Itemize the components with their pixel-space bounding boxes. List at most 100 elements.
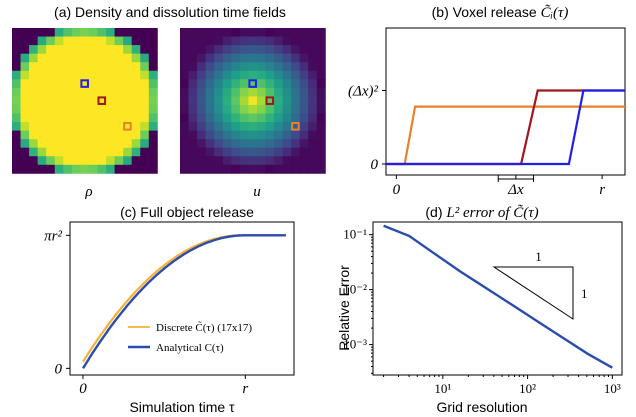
heatmap-cell (29, 130, 39, 140)
heatmap-cell (205, 147, 215, 157)
heatmap-cell (20, 53, 30, 63)
heatmap-cell (114, 130, 124, 140)
heatmap-cell (256, 36, 266, 46)
heatmap-cell (291, 87, 301, 97)
heatmap-cell (231, 62, 241, 72)
panel-a: (a) Density and dissolution time fields … (12, 4, 326, 200)
heatmap-cell (71, 53, 81, 63)
heatmap-cell (63, 122, 73, 131)
heatmap-cell (291, 113, 301, 123)
error-line (383, 224, 613, 369)
heatmap-cell (248, 164, 258, 174)
heatmap-cell (114, 104, 124, 114)
heatmap-cell (29, 53, 39, 63)
heatmap-cell (123, 87, 133, 97)
heatmap-cell (231, 70, 241, 80)
panel-c-xtick-label: 0 (79, 381, 87, 397)
highlight-voxel-blue (80, 79, 89, 88)
heatmap-cell (140, 45, 150, 55)
highlight-voxel-darkred (265, 96, 275, 105)
heatmap-cell (248, 36, 258, 46)
heatmap-cell (274, 36, 283, 46)
legend-entry: Discrete C̃(τ) (17x17) (156, 321, 252, 334)
heatmap-cell (316, 122, 326, 131)
heatmap-cell (12, 96, 21, 106)
heatmap-cell (316, 147, 326, 157)
heatmap-cell (316, 28, 326, 37)
heatmap-cell (248, 62, 258, 72)
heatmap-cell (214, 45, 224, 55)
heatmap-cell (299, 79, 309, 89)
heatmap-cell (197, 122, 207, 131)
dissolution-time-map (180, 28, 326, 174)
heatmap-cell (188, 164, 198, 174)
panel-d-xtick-label: 10¹ (434, 381, 451, 396)
heatmap-cell (291, 62, 301, 72)
highlight-voxel-orange (123, 122, 132, 131)
heatmap-cell (71, 122, 81, 131)
heatmap-cell (123, 147, 133, 157)
heatmap-cell (114, 147, 124, 157)
heatmap-cell (97, 104, 107, 114)
heatmap-cell (265, 156, 275, 166)
heatmap-cell (123, 53, 133, 63)
heatmap-cell (256, 104, 266, 114)
heatmap-cell (106, 62, 115, 72)
heatmap-cell (282, 53, 292, 63)
heatmap-cell (231, 113, 241, 123)
heatmap-cell (131, 104, 141, 114)
heatmap-cell (63, 28, 73, 37)
heatmap-cell (282, 62, 292, 72)
heatmap-cell (197, 130, 207, 140)
heatmap-cell (131, 28, 141, 37)
heatmap-cell (123, 36, 133, 46)
heatmap-cell (197, 45, 207, 55)
heatmap-cell (282, 96, 292, 106)
heatmap-cell (282, 104, 292, 114)
heatmap-cell (205, 87, 215, 97)
heatmap-cell (197, 104, 207, 114)
heatmap-cell (123, 130, 133, 140)
heatmap-cell (12, 164, 21, 174)
heatmap-cell (222, 87, 232, 97)
heatmap-cell (63, 36, 73, 46)
heatmap-cell (274, 113, 283, 123)
heatmap-cell (180, 147, 189, 157)
heatmap-cell (197, 139, 207, 149)
heatmap-cell (148, 79, 158, 89)
heatmap-cell (265, 79, 275, 89)
heatmap-cell (180, 87, 189, 97)
heatmap-cell (205, 79, 215, 89)
heatmap-cell (180, 113, 189, 123)
heatmap-cell (131, 70, 141, 80)
heatmap-cell (231, 28, 241, 37)
heatmap-cell (231, 53, 241, 63)
heatmap-cell (37, 79, 47, 89)
heatmap-cell (308, 62, 318, 72)
heatmap-cell (308, 28, 318, 37)
heatmap-cell (265, 147, 275, 157)
heatmap-cell (148, 28, 158, 37)
heatmap-cell (88, 70, 98, 80)
heatmap-cell (131, 45, 141, 55)
heatmap-cell (239, 164, 249, 174)
heatmap-cell (88, 79, 98, 89)
heatmap-cell (222, 36, 232, 46)
heatmap-cell (114, 156, 124, 166)
heatmap-cell (131, 156, 141, 166)
heatmap-cell (80, 104, 90, 114)
heatmap-cell (188, 87, 198, 97)
heatmap-cell (188, 104, 198, 114)
panel-a-title: (a) Density and dissolution time fields (54, 4, 286, 20)
heatmap-cell (222, 130, 232, 140)
heatmap-cell (88, 122, 98, 131)
heatmap-cell (29, 70, 39, 80)
heatmap-cell (97, 139, 107, 149)
heatmap-cell (274, 147, 283, 157)
heatmap-cell (88, 36, 98, 46)
heatmap-cell (231, 164, 241, 174)
heatmap-cell (20, 122, 30, 131)
heatmap-cell (80, 113, 90, 123)
heatmap-cell (71, 130, 81, 140)
heatmap-cell (197, 53, 207, 63)
